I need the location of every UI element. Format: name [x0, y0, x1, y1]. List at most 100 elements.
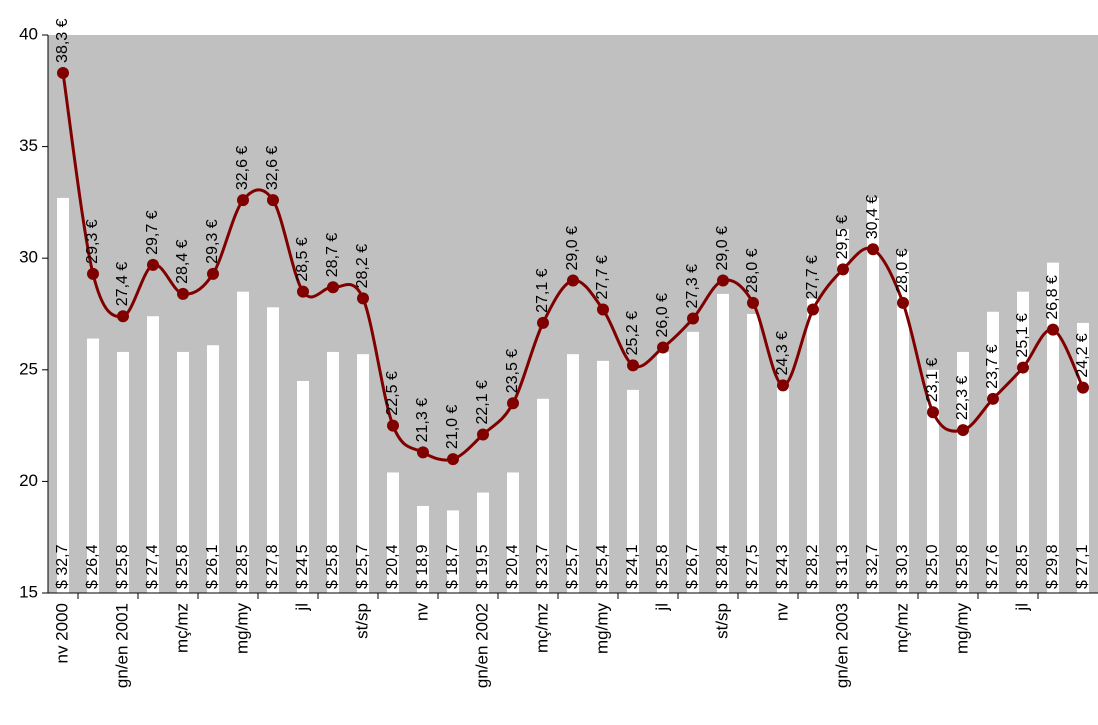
bar-value-label: $ 26,7 — [684, 544, 701, 589]
line-value-label: 27,1 € — [534, 268, 551, 313]
bar — [477, 492, 489, 593]
line-marker — [1077, 381, 1089, 394]
bar-value-label: $ 25,8 — [954, 544, 971, 589]
line-marker — [837, 263, 849, 276]
bar-value-label: $ 18,9 — [414, 544, 431, 589]
bar-value-label: $ 25,8 — [114, 544, 131, 589]
line-value-label: 25,2 € — [624, 311, 641, 356]
line — [61, 72, 1085, 462]
line-marker — [207, 267, 219, 280]
bar — [987, 311, 999, 593]
x-tick-label: nv — [772, 603, 791, 621]
line-marker — [927, 406, 939, 419]
line-value-label: 29,0 € — [564, 226, 581, 271]
bar-value-label: $ 29,8 — [1044, 544, 1061, 589]
line-value-label: 26,0 € — [654, 293, 671, 338]
bar — [177, 351, 189, 593]
bar-value-label: $ 26,4 — [84, 544, 101, 589]
bar — [867, 197, 879, 593]
line-value-label: 28,2 € — [354, 244, 371, 289]
line-value-label: 30,4 € — [864, 195, 881, 240]
bar-value-label: $ 30,3 — [894, 544, 911, 589]
bar-value-label: $ 25,8 — [174, 544, 191, 589]
line-marker — [87, 267, 99, 280]
bar — [717, 293, 729, 593]
x-tick-label: nv 2000 — [52, 603, 71, 664]
bar — [747, 314, 759, 593]
bar-value-label: $ 28,5 — [234, 544, 251, 589]
x-tick-label: gn/en 2003 — [832, 603, 851, 688]
line-value-label: 21,3 € — [414, 398, 431, 443]
line-value-label: 21,0 € — [444, 404, 461, 449]
line-marker — [327, 281, 339, 294]
bar-value-label: $ 27,5 — [744, 544, 761, 589]
bar — [117, 351, 129, 593]
bar-value-label: $ 25,8 — [324, 544, 341, 589]
line-value-label: 27,3 € — [684, 264, 701, 309]
line-marker — [597, 303, 609, 316]
bar — [567, 354, 579, 593]
bar-value-label: $ 20,4 — [504, 544, 521, 589]
bar-value-label: $ 32,7 — [864, 544, 881, 589]
bar — [897, 251, 909, 593]
bar — [687, 331, 699, 593]
bar — [927, 369, 939, 593]
x-tick-label: mç/mz — [532, 603, 551, 653]
line-value-label: 25,1 € — [1014, 313, 1031, 358]
line-marker — [957, 424, 969, 437]
line-marker — [657, 341, 669, 354]
x-tick-label: mg/my — [952, 603, 971, 655]
line-value-label: 27,4 € — [114, 262, 131, 307]
bar — [357, 354, 369, 593]
line-value-label: 24,2 € — [1074, 333, 1091, 378]
y-tick-label: 35 — [19, 136, 38, 155]
bar — [957, 351, 969, 593]
x-tick-label: gn/en 2001 — [112, 603, 131, 688]
line-value-label: 29,5 € — [834, 215, 851, 260]
bar — [507, 472, 519, 593]
bar — [837, 229, 849, 593]
line-marker — [177, 287, 189, 300]
bar — [597, 360, 609, 593]
line-marker — [867, 243, 879, 256]
bar-value-label: $ 19,5 — [474, 544, 491, 589]
line-value-label: 27,7 € — [804, 255, 821, 300]
y-tick-label: 30 — [19, 248, 38, 267]
bar — [777, 385, 789, 593]
line-value-label: 29,3 € — [204, 219, 221, 264]
line-marker — [267, 194, 279, 207]
bar — [447, 510, 459, 593]
line-marker — [477, 428, 489, 441]
line-value-label: 38,3 € — [54, 18, 71, 63]
bar-value-label: $ 27,8 — [264, 544, 281, 589]
line-marker — [627, 359, 639, 372]
line-marker — [717, 274, 729, 287]
x-tick-label: st/sp — [712, 603, 731, 639]
line-marker — [387, 419, 399, 432]
bar-value-label: $ 25,7 — [354, 544, 371, 589]
bar — [327, 351, 339, 593]
bar-value-label: $ 28,5 — [1014, 544, 1031, 589]
x-tick-label: jl — [652, 603, 671, 612]
line-value-label: 32,6 € — [234, 146, 251, 191]
bar-value-label: $ 25,8 — [654, 544, 671, 589]
bar — [267, 307, 279, 593]
line-value-label: 29,0 € — [714, 226, 731, 271]
bar-value-label: $ 24,5 — [294, 544, 311, 589]
x-tick-label: mg/my — [592, 603, 611, 655]
bar-value-label: $ 18,7 — [444, 544, 461, 589]
line-marker — [687, 312, 699, 325]
bar-value-label: $ 27,1 — [1074, 544, 1091, 589]
bar-value-label: $ 25,7 — [564, 544, 581, 589]
line-value-label: 28,5 € — [294, 237, 311, 282]
bar — [537, 398, 549, 593]
x-tick-label: mg/my — [232, 603, 251, 655]
bar — [237, 291, 249, 593]
bar — [387, 472, 399, 593]
line-value-label: 23,1 € — [924, 358, 941, 403]
line-value-label: 28,4 € — [174, 239, 191, 284]
x-tick-label: gn/en 2002 — [472, 603, 491, 688]
bar — [57, 197, 69, 593]
line-marker — [567, 274, 579, 287]
